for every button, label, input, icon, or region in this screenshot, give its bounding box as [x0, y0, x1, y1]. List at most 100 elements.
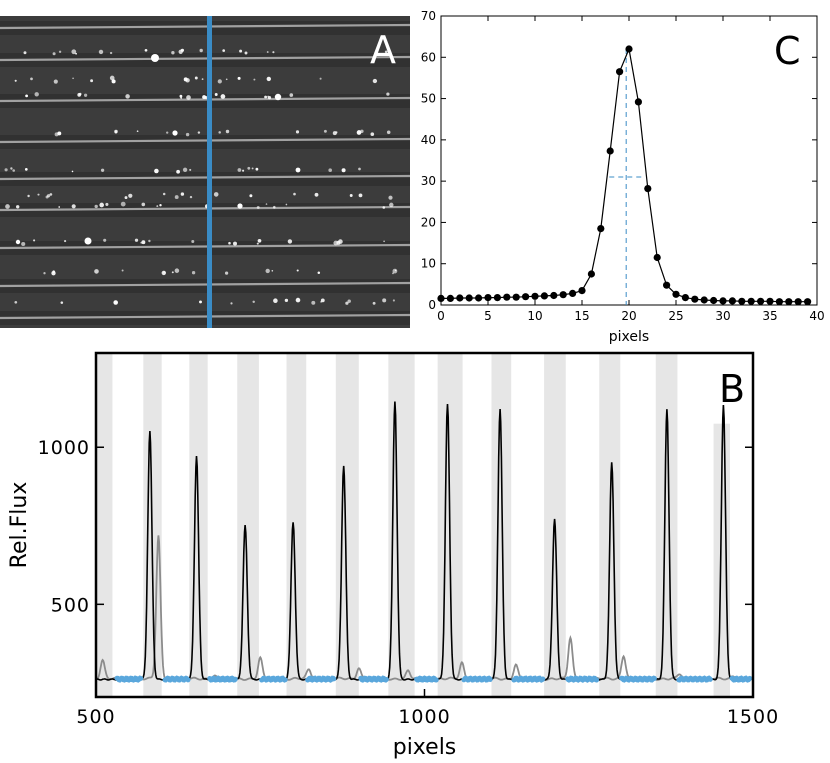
profile-data-point [747, 297, 755, 305]
blue-baseline-segment [305, 675, 337, 683]
emission-spot [174, 268, 180, 273]
spectral-order-trace [0, 281, 411, 288]
emission-spot [94, 204, 98, 209]
emission-spot [180, 192, 185, 196]
emission-spot [358, 167, 361, 171]
emission-spot [247, 166, 251, 170]
emission-spot [60, 301, 64, 304]
x-axis-label: pixels [393, 735, 457, 760]
emission-spot [386, 130, 391, 135]
order-gap [0, 135, 410, 149]
order-gap [0, 94, 410, 108]
profile-data-point [710, 296, 718, 305]
y-tick-label: 500 [51, 594, 90, 616]
emission-spot [64, 240, 67, 243]
profile-series-line [441, 46, 808, 303]
emission-spot [386, 92, 390, 96]
profile-data-point [719, 297, 727, 305]
x-tick-label: 30 [715, 309, 730, 323]
y-tick-label: 60 [421, 50, 436, 64]
emission-spot [225, 78, 228, 81]
profile-data-point [653, 253, 661, 262]
emission-spot [314, 192, 319, 197]
profile-data-point [634, 98, 643, 106]
emission-spot [257, 238, 262, 243]
emission-spot [220, 94, 226, 99]
emission-spot [266, 76, 271, 82]
emission-spot [372, 301, 376, 305]
x-tick-label: 500 [76, 706, 115, 728]
emission-spot [370, 132, 375, 136]
emission-spot [319, 77, 322, 80]
emission-spot [251, 167, 254, 170]
x-tick-label: 1000 [398, 706, 450, 728]
profile-data-point [578, 287, 586, 295]
blue-baseline-segment [162, 675, 191, 683]
spectral-order-trace [0, 55, 411, 62]
profile-data-point [475, 294, 483, 302]
profile-data-point [728, 297, 737, 305]
x-tick-label: 5 [484, 309, 492, 323]
emission-spot [176, 169, 180, 174]
emission-spot [199, 300, 202, 304]
emission-spot [249, 194, 253, 198]
emission-spot [197, 131, 201, 134]
emission-spot [285, 203, 288, 206]
profile-data-point [663, 281, 671, 289]
profile-data-point [569, 289, 577, 297]
emission-spot [163, 271, 166, 274]
emission-spot [287, 239, 293, 244]
emission-spot [109, 51, 113, 55]
spectral-order-trace [0, 137, 411, 144]
x-tick-label: 10 [527, 309, 542, 323]
emission-spot [214, 93, 218, 96]
emission-spot [266, 51, 269, 53]
emission-spot [230, 302, 233, 305]
inter-order-band [491, 353, 512, 697]
blue-baseline-segment [619, 675, 657, 683]
emission-spot [194, 76, 198, 80]
emission-spot [237, 76, 241, 80]
y-tick-label: 1000 [38, 437, 90, 459]
y-axis-label: Rel.Flux [7, 482, 32, 569]
profile-data-point [559, 291, 567, 299]
profile-data-point [512, 293, 520, 301]
emission-spot [392, 272, 394, 275]
emission-spot [185, 132, 190, 137]
emission-spot [77, 93, 82, 97]
spectral-order-trace [0, 23, 411, 30]
emission-spot [341, 168, 346, 173]
emission-spot [244, 51, 248, 55]
order-gap [0, 203, 410, 217]
emission-spot [99, 202, 105, 208]
y-tick-label: 10 [421, 257, 436, 271]
emission-spot [148, 239, 151, 243]
emission-spot [317, 271, 321, 274]
emission-spot [217, 79, 222, 84]
emission-spot [156, 205, 159, 208]
emission-spot [43, 272, 46, 275]
y-tick-label: 50 [421, 92, 436, 106]
emission-spot [125, 94, 130, 99]
emission-spot [225, 129, 230, 134]
emission-spot [58, 50, 62, 53]
panel-a-letter: A [370, 28, 396, 72]
profile-data-point [738, 297, 746, 305]
emission-spot [162, 192, 166, 196]
panel-c-letter: C [774, 29, 801, 73]
y-tick-label: 40 [421, 133, 436, 147]
emission-spot [320, 301, 322, 303]
panel-c-chart: 0 5 10 15 20 25 30 35 40 0 10 20 30 40 50 60 70 pixels [421, 9, 825, 345]
emission-spot [295, 130, 300, 134]
emission-spot [58, 206, 61, 208]
profile-data-point [804, 298, 812, 306]
emission-spot [45, 195, 49, 199]
emission-spot [389, 202, 394, 208]
emission-spot [384, 50, 388, 54]
x-tick-label: 15 [574, 309, 589, 323]
emission-spot [109, 75, 115, 81]
x-axis-label: pixels [609, 329, 649, 345]
x-tick-label: 20 [621, 309, 636, 323]
emission-spot [52, 52, 56, 56]
emission-spot [382, 298, 387, 303]
